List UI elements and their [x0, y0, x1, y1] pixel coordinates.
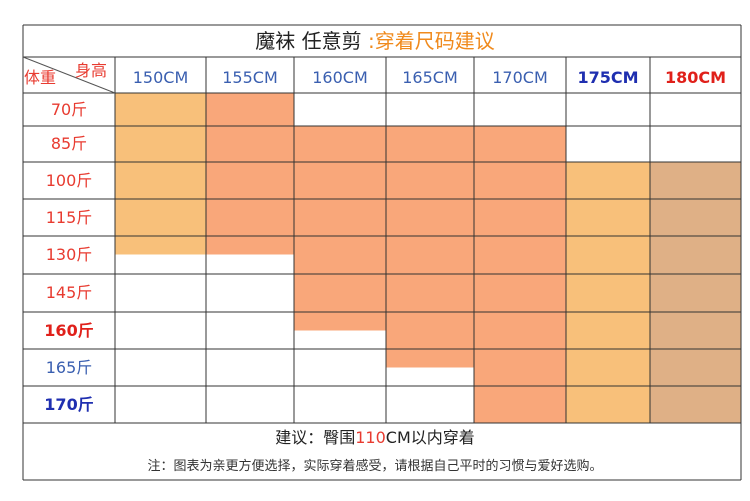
hip-advice-value: 110 — [355, 428, 386, 447]
column-header-150cm: 150CM — [132, 68, 189, 87]
column-header-170cm: 170CM — [492, 68, 548, 87]
disclaimer-note: 注：图表为亲更方便选择，实际穿着感受，请根据自己平时的习惯与爱好选购。 — [147, 459, 603, 474]
hip-advice-prefix: 建议：臀围 — [275, 428, 356, 447]
title-highlight: :穿着尺码建议 — [367, 29, 495, 53]
title-brand: 魔袜 任意剪 — [255, 29, 368, 53]
row-label-8: 170斤 — [44, 394, 94, 414]
row-label-1: 85斤 — [50, 134, 88, 153]
row-label-7: 165斤 — [45, 357, 93, 377]
range-fill-180cm — [650, 162, 741, 423]
hip-advice: 建议：臀围110CM以内穿着 — [0, 426, 750, 450]
range-fill-150cm — [115, 93, 206, 255]
row-label-5: 145斤 — [45, 283, 93, 302]
hip-advice-suffix: CM以内穿着 — [385, 428, 475, 447]
row-label-4: 130斤 — [45, 245, 93, 264]
column-header-160cm: 160CM — [312, 68, 368, 87]
corner-diagonal — [22, 56, 116, 94]
row-label-2: 100斤 — [45, 170, 93, 190]
range-fill-175cm — [566, 162, 650, 423]
corner-height-label: 身高 — [75, 61, 108, 80]
corner-weight-label: 体重 — [24, 68, 57, 87]
column-header-155cm: 155CM — [222, 68, 278, 87]
range-fill-155cm — [206, 93, 294, 255]
range-fill-160cm — [294, 126, 386, 331]
row-label-0: 70斤 — [50, 99, 88, 119]
range-fill-165cm — [386, 126, 474, 368]
column-header-180cm: 180CM — [664, 68, 727, 87]
row-label-3: 115斤 — [45, 207, 93, 227]
row-label-6: 160斤 — [44, 320, 94, 340]
column-header-175cm: 175CM — [577, 68, 639, 87]
column-header-165cm: 165CM — [402, 68, 458, 87]
chart-title: 魔袜 任意剪 :穿着尺码建议 — [0, 27, 750, 55]
